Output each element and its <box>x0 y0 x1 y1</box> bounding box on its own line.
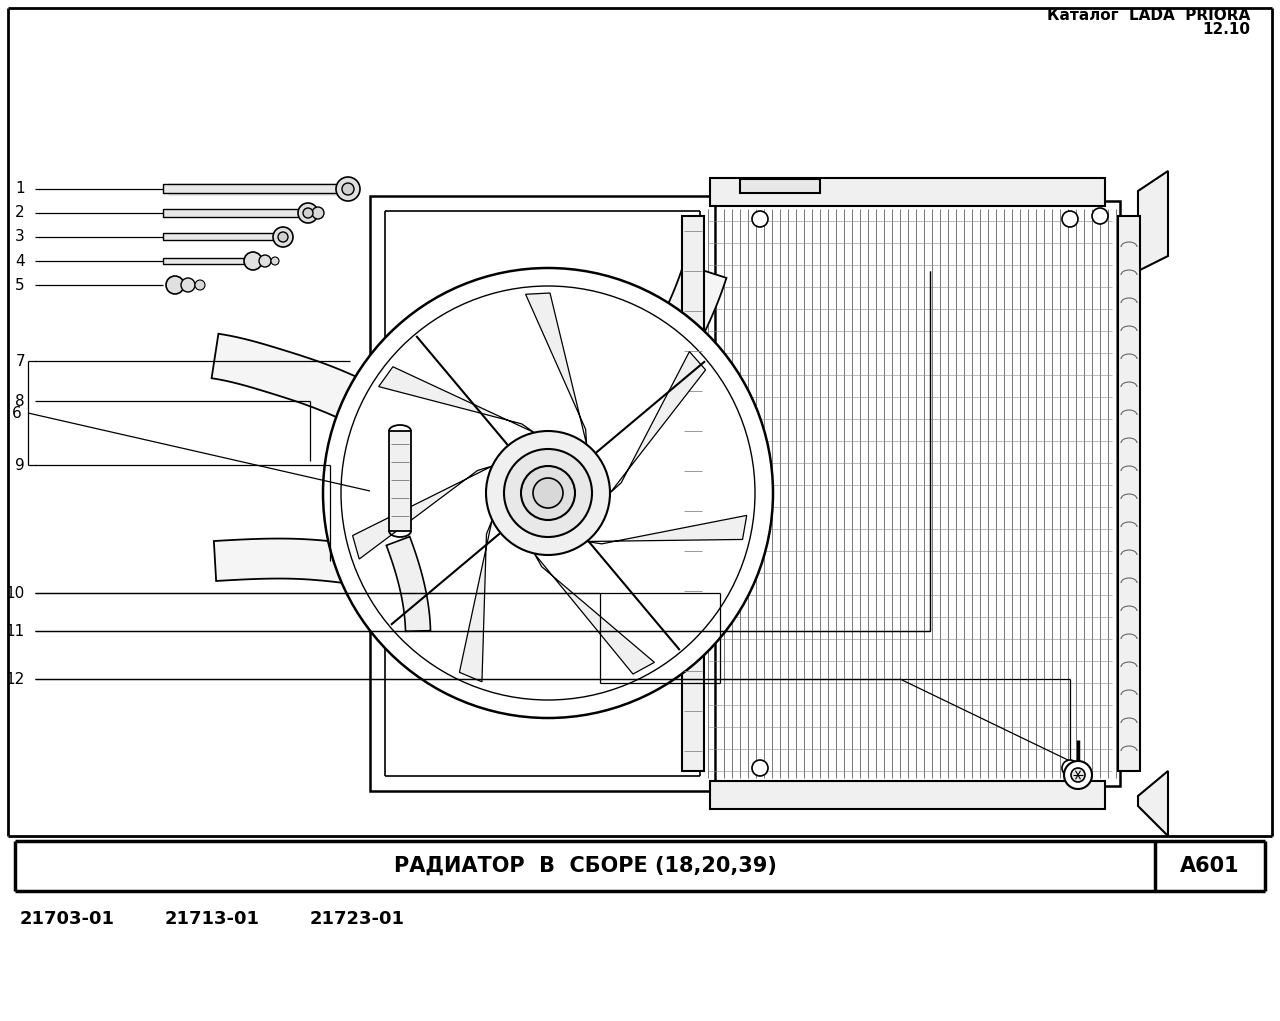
Bar <box>1117 216 1140 771</box>
Polygon shape <box>740 179 820 193</box>
Bar <box>682 216 704 771</box>
Bar <box>163 185 348 194</box>
Polygon shape <box>1138 171 1169 271</box>
Circle shape <box>1071 768 1085 782</box>
Bar <box>370 196 716 791</box>
Text: 21723-01: 21723-01 <box>310 910 404 928</box>
Text: 7: 7 <box>15 353 26 369</box>
Text: 21713-01: 21713-01 <box>165 910 260 928</box>
Circle shape <box>244 252 262 270</box>
Circle shape <box>1092 208 1108 224</box>
Text: 10: 10 <box>5 585 26 600</box>
Polygon shape <box>534 553 654 674</box>
Text: 21703-01: 21703-01 <box>20 910 115 928</box>
Circle shape <box>303 208 314 218</box>
Text: 12: 12 <box>5 672 26 686</box>
Text: 9: 9 <box>15 457 26 473</box>
Circle shape <box>195 280 205 290</box>
Bar <box>163 234 283 241</box>
Text: А601: А601 <box>1180 856 1240 876</box>
Bar <box>710 781 1105 809</box>
Text: 5: 5 <box>15 278 26 292</box>
Circle shape <box>1064 761 1092 789</box>
Circle shape <box>504 449 591 537</box>
Circle shape <box>486 431 611 555</box>
Circle shape <box>271 257 279 265</box>
Circle shape <box>340 286 755 700</box>
Circle shape <box>1062 760 1078 776</box>
Circle shape <box>753 211 768 227</box>
Bar <box>163 258 253 264</box>
Polygon shape <box>211 264 727 499</box>
Text: РАДИАТОР  В  СБОРЕ (18,20,39): РАДИАТОР В СБОРЕ (18,20,39) <box>393 856 777 876</box>
Text: 6: 6 <box>13 405 22 421</box>
Polygon shape <box>460 520 492 682</box>
Circle shape <box>180 278 195 292</box>
Text: 2: 2 <box>15 205 26 221</box>
Circle shape <box>1062 211 1078 227</box>
Circle shape <box>342 183 355 195</box>
Circle shape <box>166 276 184 294</box>
Polygon shape <box>586 516 746 544</box>
Circle shape <box>335 177 360 201</box>
Polygon shape <box>379 367 534 433</box>
Text: 4: 4 <box>15 253 26 269</box>
Circle shape <box>278 232 288 242</box>
Text: Каталог  LADA  PRIORA: Каталог LADA PRIORA <box>1047 8 1251 23</box>
Circle shape <box>753 760 768 776</box>
Text: 8: 8 <box>15 393 26 408</box>
Polygon shape <box>526 293 586 444</box>
Text: 3: 3 <box>15 230 26 244</box>
Text: 11: 11 <box>5 624 26 638</box>
Circle shape <box>323 268 773 718</box>
Polygon shape <box>387 537 430 631</box>
Text: 1: 1 <box>15 182 26 196</box>
Bar <box>389 431 411 531</box>
Text: 12.10: 12.10 <box>1202 22 1251 38</box>
Polygon shape <box>611 351 705 493</box>
Bar <box>700 201 1120 786</box>
Circle shape <box>312 207 324 218</box>
Circle shape <box>273 227 293 247</box>
Polygon shape <box>352 467 492 560</box>
Circle shape <box>521 466 575 520</box>
Circle shape <box>532 478 563 508</box>
Bar <box>710 178 1105 206</box>
Circle shape <box>298 203 317 223</box>
Polygon shape <box>214 538 701 655</box>
Bar <box>163 209 308 217</box>
Polygon shape <box>1138 771 1169 836</box>
Circle shape <box>259 255 271 268</box>
